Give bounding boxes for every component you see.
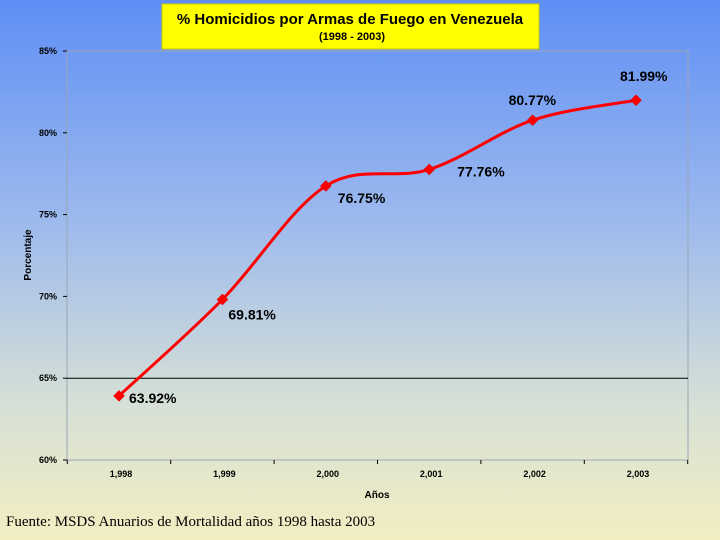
chart-title: % Homicidios por Armas de Fuego en Venez… [177,11,524,28]
y-tick-label: 85% [39,46,57,56]
data-point-marker [630,94,642,107]
data-point-marker [526,114,539,127]
chart-subtitle: (1998 - 2003) [319,31,385,43]
data-labels: 63.92% 69.81% 76.75% 77.76% 80.77% 81.99% [129,68,668,406]
y-tick-label: 70% [39,291,57,301]
x-tick-label: 2,000 [317,469,340,479]
data-value-label: 63.92% [129,390,177,406]
y-tick-label: 65% [39,373,57,383]
y-tick-label: 60% [39,455,57,465]
source-footer: Fuente: MSDS Anuarios de Mortalidad años… [6,514,376,530]
data-value-label: 80.77% [509,92,557,108]
y-axis-label: Porcentaje [23,229,34,281]
data-value-label: 76.75% [338,190,386,206]
x-tick-label: 2,003 [627,469,650,479]
data-point-marker [319,180,332,192]
x-axis-label: Años [365,490,390,501]
y-tick-label: 80% [39,128,57,138]
data-markers [113,94,642,402]
x-tick-label: 2,002 [523,469,546,479]
series-line [117,98,637,397]
data-value-label: 69.81% [228,307,276,323]
y-axis-ticks: 60% 65% 70% 75% 80% 85% [39,46,67,465]
data-point-marker [216,293,229,306]
data-point-marker [423,163,436,176]
x-tick-label: 1,999 [213,469,236,479]
data-value-label: 77.76% [457,163,505,179]
title-box [161,3,540,50]
x-axis-ticks: 1,998 1,999 2,000 2,001 2,002 2,003 [66,460,689,479]
x-tick-label: 1,998 [110,469,133,479]
data-point-marker [113,390,125,402]
data-value-label: 81.99% [620,68,668,84]
y-tick-label: 75% [39,210,57,220]
x-tick-label: 2,001 [420,469,443,479]
